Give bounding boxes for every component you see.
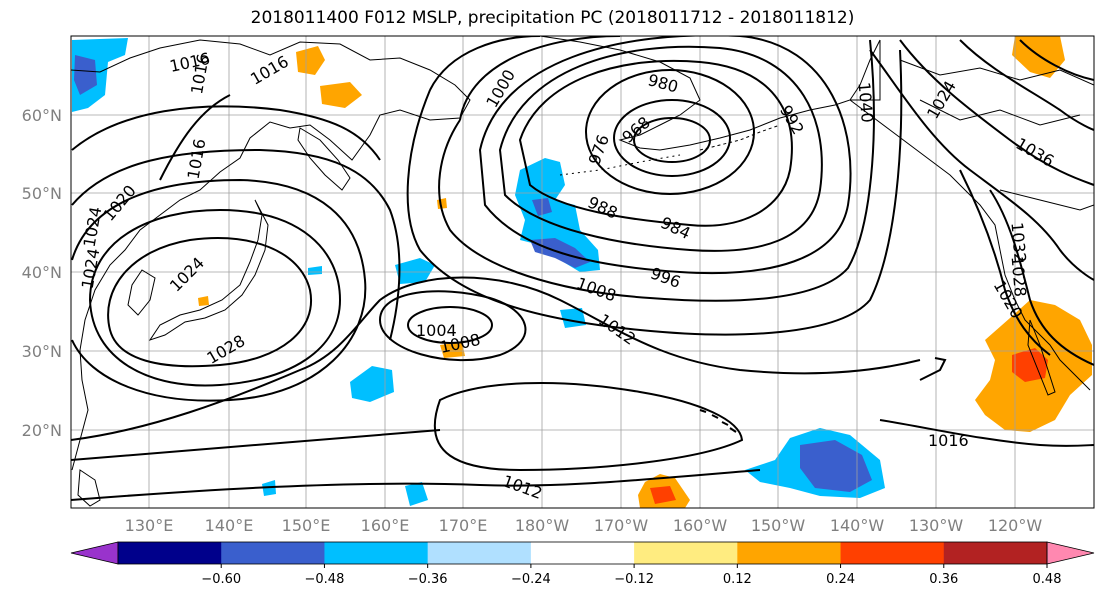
colorbar-outline: [117, 541, 1048, 565]
lat-label: 20°N: [22, 421, 62, 440]
lon-label: 120°W: [988, 516, 1043, 535]
precip-region: [650, 486, 676, 504]
colorbar-segment: [737, 542, 842, 564]
colorbar: −0.60 −0.48 −0.36 −0.24 −0.12 0.12 0.24 0.36 0.4…: [70, 541, 1095, 587]
lon-label: 180°W: [515, 516, 570, 535]
colorbar-extend-low: [70, 541, 119, 565]
precip-region: [72, 38, 128, 112]
colorbar-segments: [70, 541, 1095, 565]
lon-label: 150°W: [751, 516, 806, 535]
map-frame: [70, 35, 1095, 509]
colorbar-tick-label: 0.48: [1033, 572, 1062, 587]
lon-label: 130°W: [909, 516, 964, 535]
precip-region: [198, 296, 209, 306]
colorbar-extend-high: [1046, 541, 1095, 565]
coastlines: [71, 36, 1094, 507]
colorbar-segment: [840, 542, 945, 564]
lat-label: 60°N: [22, 106, 62, 125]
lon-label: 170°E: [439, 516, 488, 535]
precip-region: [320, 82, 362, 108]
lon-label: 140°E: [205, 516, 254, 535]
colorbar-tick-label: −0.60: [201, 572, 241, 587]
colorbar-tick-label: −0.48: [305, 572, 345, 587]
colorbar-tick-label: −0.24: [511, 572, 551, 587]
precip-region: [800, 440, 872, 492]
colorbar-tick-label: 0.12: [723, 572, 752, 587]
precip-region: [1050, 318, 1085, 350]
graticule: [71, 36, 1094, 508]
isobar-label: 1040: [855, 81, 877, 123]
colorbar-segment: [943, 542, 1048, 564]
lon-label: 170°W: [594, 516, 649, 535]
precip-region: [74, 55, 97, 95]
map-title: 2018011400 F012 MSLP, precipitation PC (…: [250, 8, 855, 28]
precip-region: [350, 366, 394, 402]
colorbar-segment: [634, 542, 738, 564]
lon-label: 140°W: [830, 516, 885, 535]
lat-label: 30°N: [22, 342, 62, 361]
colorbar-segment: [118, 542, 222, 564]
colorbar-tick-label: 0.36: [929, 572, 958, 587]
lon-label: 150°E: [282, 516, 331, 535]
isobar-label: 1004: [416, 321, 457, 340]
precip-region: [440, 342, 465, 358]
precip-region: [405, 482, 428, 506]
lon-label: 160°W: [673, 516, 728, 535]
colorbar-tick-label: 0.24: [826, 572, 855, 587]
lat-label: 50°N: [22, 184, 62, 203]
latitude-labels: 60°N 50°N 40°N 30°N 20°N: [22, 106, 62, 440]
isobar-label: 1016: [928, 431, 969, 450]
precip-region: [1012, 36, 1065, 78]
precip-region: [395, 258, 435, 284]
lat-label: 40°N: [22, 263, 62, 282]
colorbar-tick-label: −0.36: [408, 572, 448, 587]
lon-label: 130°E: [125, 516, 174, 535]
colorbar-segment: [324, 542, 429, 564]
precip-region: [296, 46, 325, 75]
longitude-labels: 130°E 140°E 150°E 160°E 170°E 180°W 170°…: [125, 516, 1043, 535]
isobar-label: 1032: [1007, 221, 1029, 263]
colorbar-segment: [427, 542, 532, 564]
colorbar-tick-label: −0.12: [614, 572, 654, 587]
colorbar-segment: [221, 542, 325, 564]
colorbar-ticks: −0.60 −0.48 −0.36 −0.24 −0.12 0.12 0.24 0.36 0.4…: [201, 564, 1062, 587]
colorbar-segment: [530, 542, 635, 564]
isobar-contours: [71, 36, 1094, 501]
precip-region: [308, 266, 322, 275]
lon-label: 160°E: [361, 516, 410, 535]
isobar-label: 1028: [1008, 255, 1030, 297]
